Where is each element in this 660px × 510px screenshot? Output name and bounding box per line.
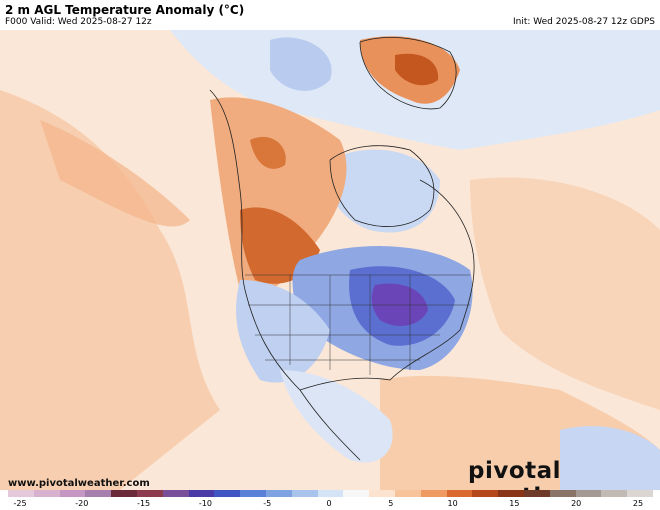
website-credit: www.pivotalweather.com xyxy=(8,478,150,489)
colorbar-tick-label: -15 xyxy=(137,499,151,508)
header: 2 m AGL Temperature Anomaly (°C) F000 Va… xyxy=(0,0,660,30)
colorbar-swatch xyxy=(59,490,86,497)
mexico-cool xyxy=(280,370,393,463)
colorbar-strip xyxy=(8,490,653,497)
south-america-cool xyxy=(560,426,660,490)
colorbar-swatch xyxy=(111,490,137,497)
colorbar-tick-label: 5 xyxy=(388,499,394,508)
colorbar-swatch xyxy=(627,490,653,497)
colorbar-swatch xyxy=(162,490,189,497)
colorbar-tick-label: 20 xyxy=(571,499,582,508)
colorbar-swatch xyxy=(240,490,266,497)
colorbar-swatch xyxy=(549,490,576,497)
colorbar-swatch xyxy=(498,490,524,497)
colorbar: -25 -20 -15 -10 -5 0 5 10 15 20 25 xyxy=(0,490,660,510)
colorbar-swatch xyxy=(317,490,344,497)
colorbar-tick-label: -10 xyxy=(198,499,212,508)
map-title: 2 m AGL Temperature Anomaly (°C) xyxy=(5,3,245,17)
colorbar-swatch xyxy=(394,490,421,497)
colorbar-swatch xyxy=(85,490,112,497)
colorbar-swatch xyxy=(188,490,215,497)
atlantic-warm-region xyxy=(470,177,660,410)
colorbar-swatch xyxy=(369,490,395,497)
colorbar-swatch xyxy=(601,490,628,497)
colorbar-tick-label: 0 xyxy=(326,499,332,508)
colorbar-tick-label: -25 xyxy=(13,499,27,508)
valid-time: F000 Valid: Wed 2025-08-27 12z xyxy=(5,17,152,27)
colorbar-swatch xyxy=(343,490,370,497)
init-time: Init: Wed 2025-08-27 12z GDPS xyxy=(512,17,655,27)
colorbar-swatch xyxy=(420,490,447,497)
colorbar-swatch xyxy=(291,490,318,497)
arctic-cold-swirl xyxy=(270,37,332,91)
coastlines xyxy=(209,37,475,461)
colorbar-swatch xyxy=(265,490,292,497)
us-state-borders xyxy=(245,274,470,375)
colorbar-tick-label: 10 xyxy=(447,499,458,508)
colorbar-swatch xyxy=(575,490,602,497)
colorbar-swatch xyxy=(8,490,34,497)
bc-hot-spot xyxy=(250,136,286,169)
colorbar-tick-label: 25 xyxy=(632,499,644,508)
colorbar-tick-label: -20 xyxy=(75,499,89,508)
pacific-warm-region xyxy=(0,90,220,490)
colorbar-swatch xyxy=(136,490,163,497)
colorbar-swatch xyxy=(523,490,550,497)
hudson-bay-cool xyxy=(327,149,440,233)
greenland-hot-core xyxy=(395,53,439,86)
colorbar-tick-label: 15 xyxy=(509,499,520,508)
southwest-cool xyxy=(236,280,330,383)
colorbar-swatch xyxy=(472,490,499,497)
temperature-anomaly-map xyxy=(0,30,660,490)
pacific-warm-streak xyxy=(40,120,190,227)
colorbar-swatch xyxy=(33,490,60,497)
colorbar-tick-label: -5 xyxy=(263,499,272,508)
colorbar-swatch xyxy=(446,490,473,497)
colorbar-swatch xyxy=(214,490,241,497)
